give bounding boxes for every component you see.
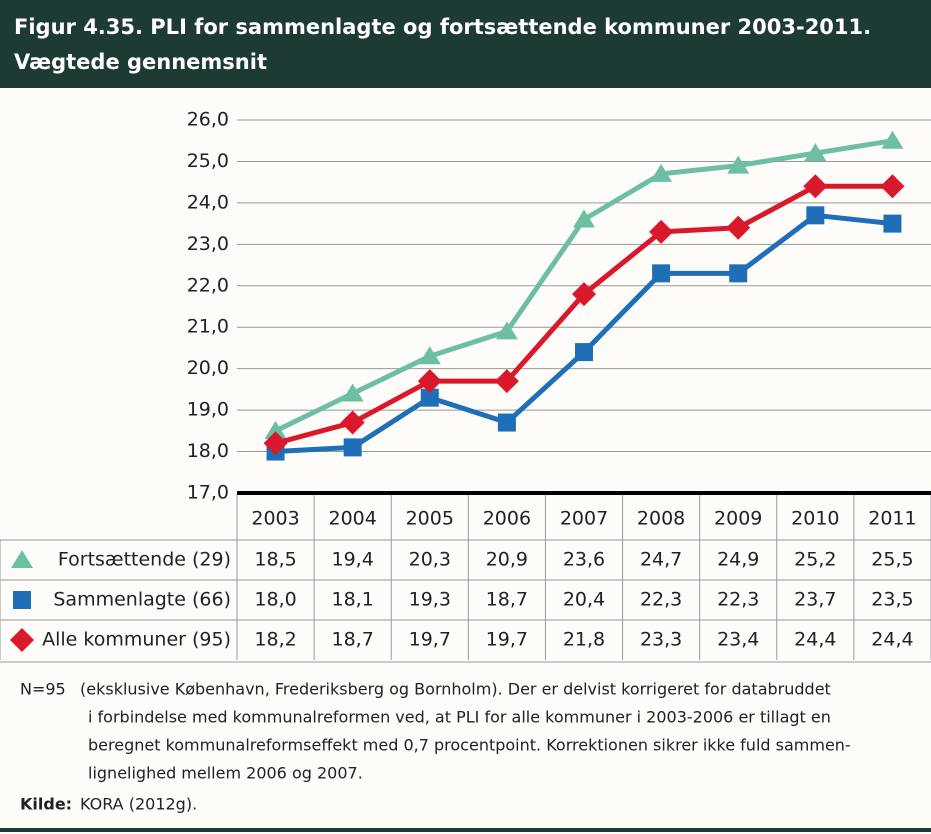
point-marker — [806, 206, 825, 225]
point-marker — [803, 174, 828, 199]
source: KORA (2012g). — [80, 795, 197, 814]
table-value: 24,9 — [717, 549, 759, 571]
x-tick-label: 2010 — [791, 508, 839, 530]
note-label: N=95 — [20, 680, 66, 699]
point-marker — [417, 369, 442, 394]
x-tick-label: 2004 — [328, 508, 376, 530]
x-tick-label: 2008 — [637, 508, 685, 530]
point-marker — [494, 369, 519, 394]
point-marker — [495, 321, 518, 340]
point-marker — [649, 219, 674, 244]
table-value: 18,7 — [332, 629, 374, 651]
note-line: lignelighed mellem 2006 og 2007. — [88, 764, 363, 783]
y-tick-label: 19,0 — [187, 399, 229, 421]
table-value: 24,4 — [794, 629, 836, 651]
note-line: i forbindelse med kommunalreformen ved, … — [88, 708, 831, 727]
legend-marker — [10, 628, 34, 652]
legend-marker — [11, 550, 33, 568]
y-tick-label: 24,0 — [187, 191, 229, 213]
table-value: 18,0 — [254, 589, 296, 611]
table-value: 25,5 — [871, 549, 913, 571]
point-marker — [881, 130, 904, 149]
point-marker — [340, 410, 365, 435]
table-value: 18,5 — [254, 549, 296, 571]
table-value: 19,7 — [486, 629, 528, 651]
x-tick-label: 2009 — [714, 508, 762, 530]
table-value: 20,9 — [486, 549, 528, 571]
point-marker — [264, 420, 287, 439]
x-tick-label: 2003 — [251, 508, 299, 530]
table-value: 23,7 — [794, 589, 836, 611]
table-value: 20,3 — [409, 549, 451, 571]
y-tick-label: 23,0 — [187, 233, 229, 255]
y-tick-label: 21,0 — [187, 316, 229, 338]
table-value: 18,7 — [486, 589, 528, 611]
point-marker — [341, 383, 364, 402]
x-tick-label: 2011 — [868, 508, 916, 530]
table-value: 23,3 — [640, 629, 682, 651]
legend-marker — [13, 591, 31, 609]
source-label: Kilde: — [20, 795, 72, 814]
table-value: 24,4 — [871, 629, 913, 651]
point-marker — [726, 215, 751, 240]
point-marker — [420, 388, 439, 407]
note-line: beregnet kommunalreformseffekt med 0,7 p… — [88, 736, 851, 755]
table-value: 19,3 — [409, 589, 451, 611]
legend-label: Sammenlagte (66) — [53, 589, 231, 611]
legend-label: Fortsættende (29) — [58, 549, 231, 571]
table-value: 18,2 — [254, 629, 296, 651]
point-marker — [652, 264, 671, 283]
point-marker — [575, 343, 593, 362]
point-marker — [729, 264, 748, 283]
y-tick-label: 17,0 — [187, 482, 229, 504]
table-value: 19,7 — [409, 629, 451, 651]
x-tick-label: 2006 — [483, 508, 531, 530]
y-tick-label: 26,0 — [187, 109, 229, 131]
table-value: 24,7 — [640, 549, 682, 571]
table-value: 22,3 — [640, 589, 682, 611]
point-marker — [572, 282, 596, 307]
point-marker — [343, 438, 362, 457]
table-value: 20,4 — [563, 589, 605, 611]
table-value: 18,1 — [332, 589, 374, 611]
point-marker — [573, 209, 595, 228]
y-tick-label: 22,0 — [187, 274, 229, 296]
x-tick-label: 2007 — [560, 508, 608, 530]
table-value: 23,6 — [563, 549, 605, 571]
point-marker — [650, 163, 673, 182]
y-tick-label: 25,0 — [187, 150, 229, 172]
chart-subtitle: Vægtede gennemsnit — [14, 50, 267, 74]
header — [0, 0, 931, 88]
x-tick-label: 2005 — [406, 508, 454, 530]
table-value: 21,8 — [563, 629, 605, 651]
table-value: 23,4 — [717, 629, 759, 651]
chart-title: Figur 4.35. PLI for sammenlagte og forts… — [14, 15, 871, 39]
point-marker — [497, 413, 516, 432]
y-tick-label: 20,0 — [187, 357, 229, 379]
table-value: 22,3 — [717, 589, 759, 611]
point-marker — [418, 346, 441, 365]
legend-label: Alle kommuner (95) — [42, 629, 231, 651]
point-marker — [880, 174, 905, 199]
point-marker — [727, 155, 750, 174]
point-marker — [263, 431, 288, 456]
table-value: 25,2 — [794, 549, 836, 571]
table-value: 23,5 — [871, 589, 913, 611]
point-marker — [883, 214, 902, 233]
y-tick-label: 18,0 — [187, 440, 229, 462]
point-marker — [804, 143, 827, 162]
table-value: 19,4 — [332, 549, 374, 571]
note-line: (eksklusive København, Frederiksberg og … — [80, 680, 831, 699]
